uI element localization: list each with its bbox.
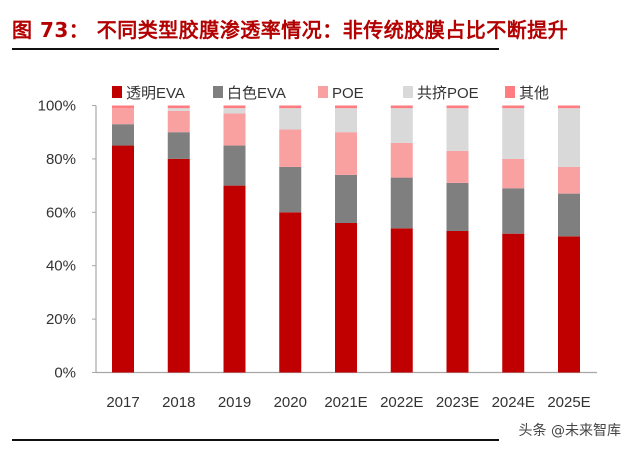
x-tick-label: 2025E — [547, 394, 590, 411]
legend-label: 共挤POE — [417, 85, 479, 102]
legend-swatch-1 — [213, 86, 223, 98]
bar-segment-2021E-3 — [335, 108, 357, 133]
bar-segment-2017-4 — [112, 105, 134, 109]
legend-swatch-2 — [318, 86, 328, 98]
bar-segment-2022E-3 — [390, 108, 413, 143]
legend-swatch-4 — [505, 86, 515, 98]
bar-segment-2024E-2 — [502, 158, 525, 189]
x-tick-label: 2023E — [436, 394, 479, 411]
bar-segment-2022E-1 — [390, 177, 413, 229]
bar-segment-2022E-0 — [390, 228, 413, 373]
bar-segment-2020-3 — [279, 108, 302, 130]
title-divider — [12, 48, 499, 50]
bar-segment-2019-1 — [223, 145, 246, 186]
bar-segment-2023E-4 — [446, 105, 469, 109]
bar-segment-2020-4 — [279, 105, 302, 109]
x-tick-label: 2021E — [324, 394, 367, 411]
bar-segment-2022E-4 — [390, 105, 413, 109]
bar-segment-2024E-0 — [502, 233, 525, 373]
bar-segment-2021E-1 — [335, 174, 357, 223]
legend-swatch-3 — [403, 86, 413, 98]
x-tick-label: 2018 — [162, 394, 195, 411]
bar-segment-2020-0 — [279, 212, 302, 373]
bar-segment-2021E-2 — [335, 132, 357, 175]
bar-segment-2020-1 — [279, 166, 302, 213]
bar-segment-2021E-0 — [335, 222, 357, 373]
bar-segment-2020-2 — [279, 129, 302, 167]
bar-segment-2025E-3 — [558, 108, 580, 167]
bar-segment-2024E-4 — [502, 105, 525, 109]
legend-swatch-0 — [112, 86, 122, 98]
legend-label: 其他 — [519, 85, 549, 102]
figure-title: 图 73： 不同类型胶膜渗透率情况：非传统胶膜占比不断提升 — [12, 18, 569, 42]
bar-segment-2017-0 — [112, 145, 134, 373]
y-tick-label: 40% — [46, 258, 76, 275]
bar-segment-2025E-1 — [558, 193, 580, 237]
x-tick-label: 2020 — [274, 394, 307, 411]
bar-segment-2024E-1 — [502, 188, 525, 234]
bar-segment-2025E-4 — [558, 105, 580, 109]
bar-segment-2023E-1 — [446, 182, 469, 231]
bar-segment-2025E-0 — [558, 236, 580, 373]
bar-segment-2019-3 — [223, 108, 246, 114]
bar-segment-2018-3 — [167, 108, 190, 111]
bar-segment-2018-4 — [167, 105, 190, 109]
bar-segment-2019-4 — [223, 105, 246, 109]
bar-segment-2023E-2 — [446, 150, 469, 183]
y-tick-label: 100% — [38, 98, 76, 115]
bar-segment-2021E-4 — [335, 105, 357, 109]
x-tick-label: 2022E — [380, 394, 423, 411]
y-tick-label: 60% — [46, 204, 76, 221]
y-tick-label: 80% — [46, 151, 76, 168]
bar-segment-2017-1 — [112, 124, 134, 146]
x-tick-label: 2024E — [492, 394, 535, 411]
bar-segment-2017-2 — [112, 108, 134, 125]
legend-label: POE — [332, 85, 364, 102]
legend-label: 透明EVA — [126, 85, 185, 102]
legend-label: 白色EVA — [227, 85, 286, 102]
bar-segment-2018-0 — [167, 158, 190, 373]
bar-segment-2024E-3 — [502, 108, 525, 159]
bar-segment-2018-1 — [167, 132, 190, 159]
bar-segment-2023E-3 — [446, 108, 469, 151]
y-tick-label: 0% — [54, 365, 76, 382]
bar-segment-2023E-0 — [446, 230, 469, 373]
y-tick-label: 20% — [46, 311, 76, 328]
bar-segment-2025E-2 — [558, 166, 580, 194]
bar-segment-2019-0 — [223, 185, 246, 373]
watermark: 头条 @未来智库 — [518, 423, 621, 439]
bar-segment-2018-2 — [167, 110, 190, 133]
x-tick-label: 2017 — [106, 394, 139, 411]
bottom-divider — [12, 439, 499, 441]
bar-segment-2019-2 — [223, 113, 246, 146]
x-tick-label: 2019 — [218, 394, 251, 411]
bar-segment-2022E-2 — [390, 142, 413, 178]
